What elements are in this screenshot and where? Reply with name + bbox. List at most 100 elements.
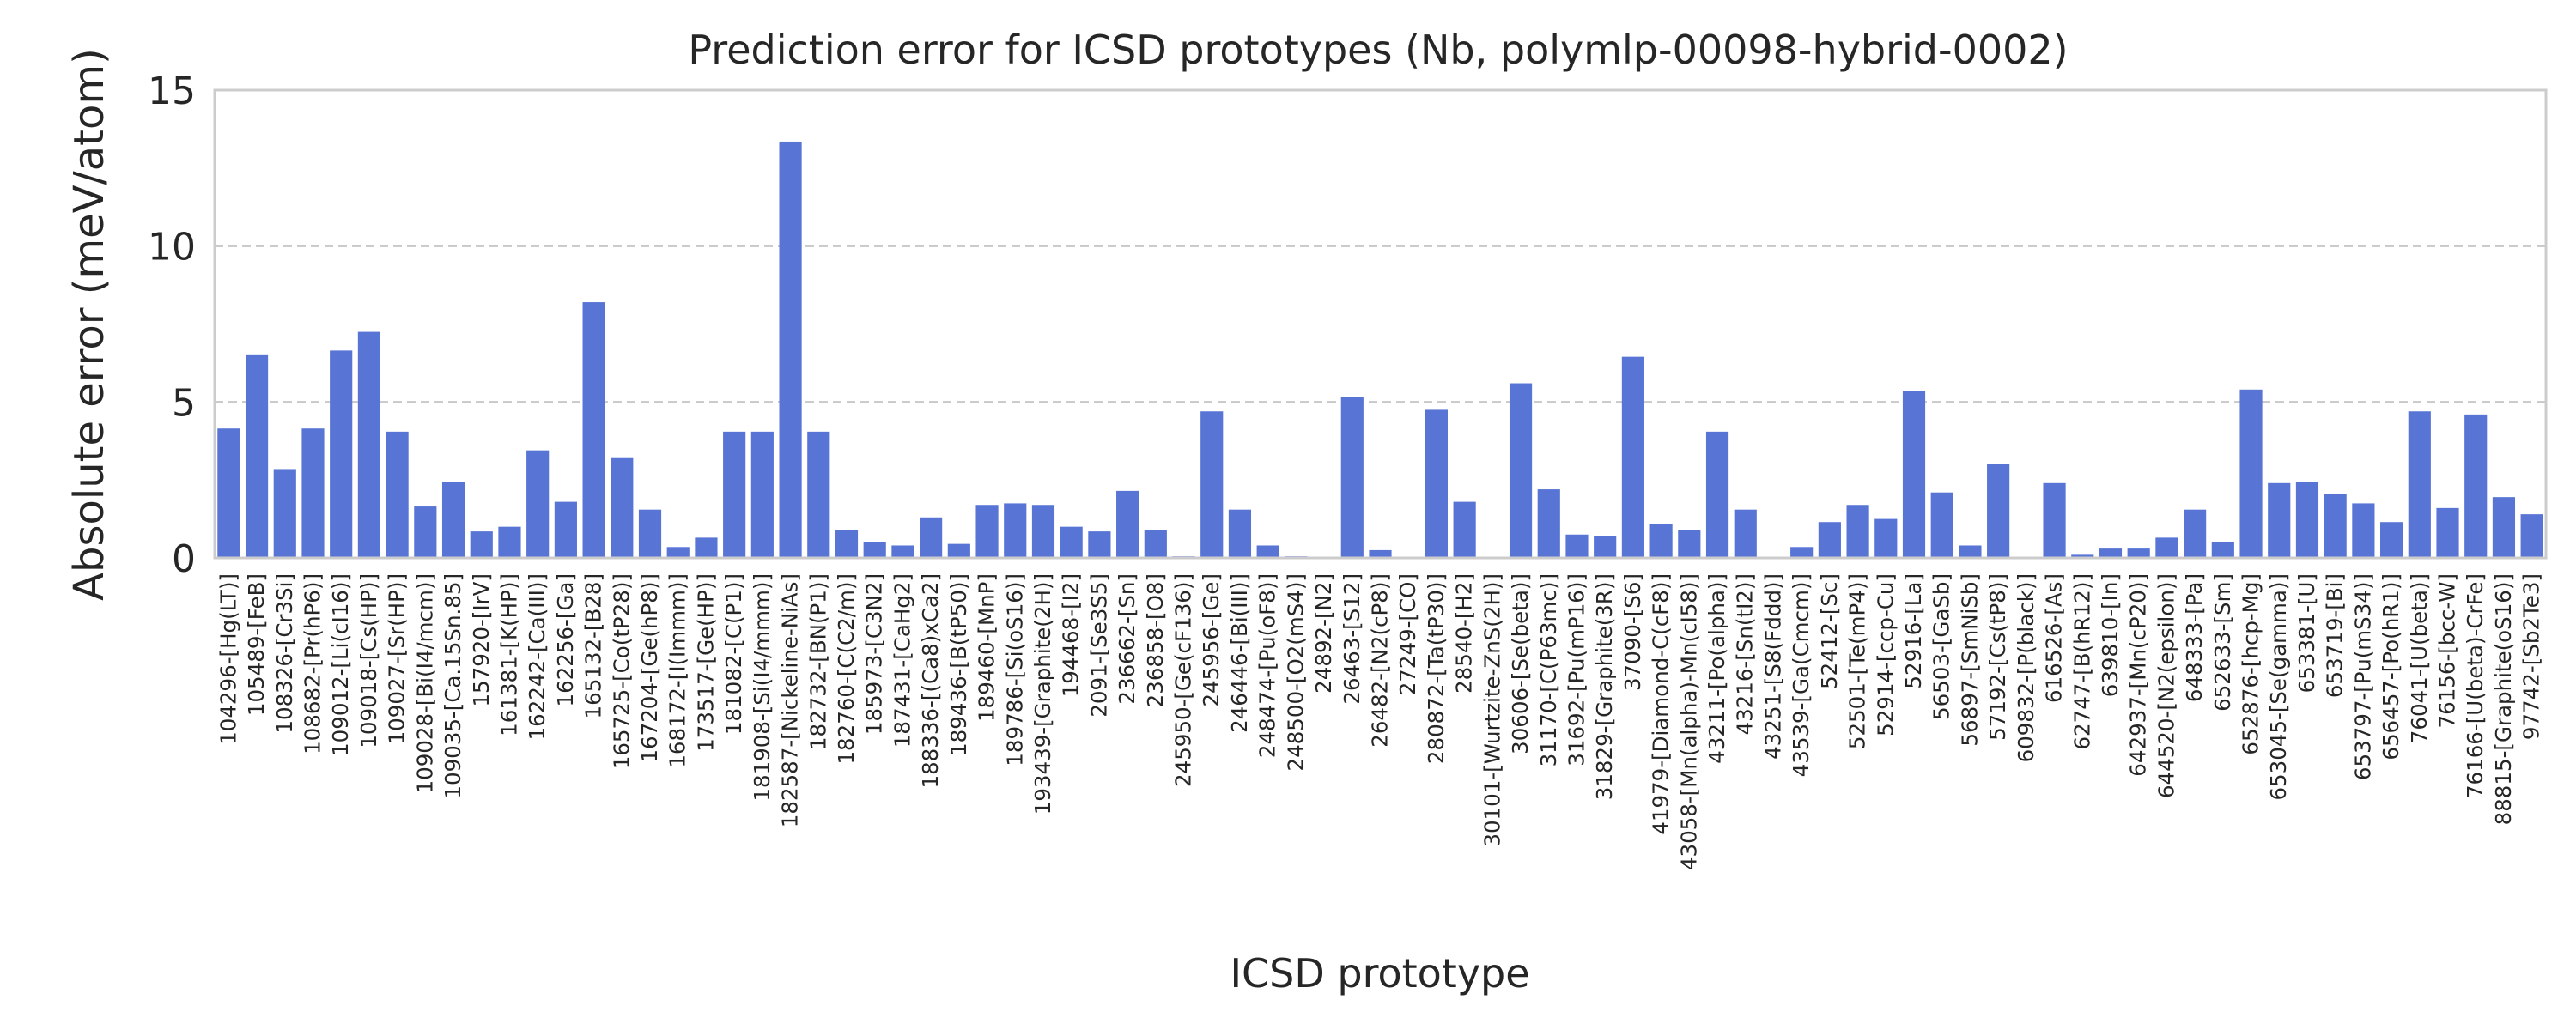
bar — [1340, 397, 1364, 558]
x-tick-label: 31692-[Pu(mP16)] — [1564, 573, 1589, 766]
bar — [1902, 391, 1926, 558]
x-tick-label: 108326-[Cr3Si] — [272, 573, 297, 734]
x-tick-label: 639810-[In] — [2098, 573, 2123, 697]
x-tick-label: 653381-[U] — [2294, 573, 2319, 693]
bar — [1649, 524, 1673, 558]
x-tick-label: 109035-[Ca.15Sn.85] — [440, 573, 465, 799]
bar — [1031, 505, 1055, 558]
bar — [2436, 507, 2459, 558]
bar — [920, 517, 943, 558]
bar — [1453, 501, 1476, 558]
bar — [750, 431, 774, 558]
x-tick-label: 76166-[U(beta)-CrFe] — [2463, 573, 2488, 798]
y-axis-label: Absolute error (meV/atom) — [65, 48, 113, 601]
bar — [2464, 414, 2488, 558]
x-tick-label: 652876-[hcp-Mg] — [2239, 573, 2263, 755]
y-tick-label: 10 — [148, 226, 196, 270]
bar — [1509, 383, 1533, 558]
bar — [1987, 464, 2010, 558]
bar — [1678, 530, 1701, 558]
bar — [386, 431, 409, 558]
bar — [1705, 431, 1729, 558]
y-tick-label: 5 — [172, 381, 196, 425]
bar — [2520, 514, 2543, 558]
x-tick-label: 28540-[H2] — [1452, 573, 1477, 694]
plot-frame — [213, 88, 2548, 560]
x-tick-label: 246446-[Bi(III)] — [1227, 573, 1252, 733]
x-tick-label: 182760-[C(C2/m)] — [834, 573, 859, 765]
x-tick-label: 57192-[Cs(tP8)] — [1985, 573, 2010, 741]
x-tick-label: 43216-[Sn(tI2)] — [1733, 573, 1758, 736]
bar — [1369, 549, 1392, 558]
bar — [554, 501, 577, 558]
bar — [2043, 482, 2066, 558]
bar — [245, 354, 269, 558]
x-tick-label: 245950-[Ge(cF136)] — [1171, 573, 1196, 787]
x-tick-label: 616526-[As] — [2042, 573, 2067, 703]
bar — [2239, 389, 2263, 558]
x-tick-label: 248474-[Pu(oF8)] — [1255, 573, 1280, 758]
bar — [1060, 526, 1083, 558]
x-tick-label: 56897-[SmNiSb] — [1957, 573, 1982, 747]
x-tick-label: 52501-[Te(mP4)] — [1845, 573, 1870, 749]
bar — [441, 481, 465, 558]
x-tick-label: 43539-[Ga(Cmcm)] — [1789, 573, 1814, 777]
x-tick-label: 653797-[Pu(mS34)] — [2350, 573, 2375, 780]
x-tick-label: 642937-[Mn(cP20)] — [2126, 573, 2151, 777]
x-tick-label: 189460-[MnP] — [975, 573, 999, 722]
bar — [1256, 545, 1279, 558]
x-tick-label: 31829-[Graphite(3R)] — [1592, 573, 1617, 800]
x-tick-label: 43251-[S8(Fddd)] — [1760, 573, 1785, 760]
x-tick-label: 185973-[C3N2] — [862, 573, 887, 735]
bar — [1959, 545, 1982, 558]
x-tick-label: 109028-[Bi(I4/mcm)] — [412, 573, 437, 793]
bar — [1537, 489, 1560, 558]
bar — [891, 545, 914, 558]
y-tick-label: 0 — [172, 537, 196, 581]
bar — [2155, 537, 2178, 558]
x-tick-label: 43058-[Mn(alpha)-Mn(cI58)] — [1676, 573, 1701, 870]
bar — [947, 543, 970, 558]
bar — [2380, 522, 2403, 558]
x-tick-label: 105489-[FeB] — [244, 573, 269, 716]
x-tick-label: 24892-[N2] — [1311, 573, 1336, 694]
bar — [526, 450, 550, 558]
bar — [2211, 542, 2234, 558]
bar — [357, 331, 380, 558]
x-tick-label: 88815-[Graphite(oS16)] — [2491, 573, 2516, 825]
bar — [2408, 411, 2431, 558]
bar — [1621, 356, 1644, 558]
x-tick-label: 189786-[Si(oS16)] — [1002, 573, 1027, 766]
x-tick-label: 652633-[Sm] — [2210, 573, 2235, 712]
bar — [1144, 530, 1167, 558]
bar — [2324, 494, 2347, 558]
bar — [498, 526, 521, 558]
bar — [1594, 536, 1617, 558]
x-tick-label: 109012-[Li(cI16)] — [328, 573, 353, 756]
x-tick-label: 62747-[B(hR12)] — [2069, 573, 2094, 750]
x-tick-label: 280872-[Ta(tP30)] — [1424, 573, 1449, 764]
chart-title: Prediction error for ICSD prototypes (Nb… — [688, 27, 2068, 73]
bar — [695, 537, 718, 558]
x-tick-label: 656457-[Po(hR1)] — [2379, 573, 2403, 760]
x-tick-label: 236858-[O8] — [1143, 573, 1168, 707]
x-tick-label: 248500-[O2(mS4)] — [1283, 573, 1308, 771]
bar — [1004, 503, 1027, 558]
x-tick-label: 609832-[P(black)] — [2014, 573, 2038, 762]
bar — [975, 505, 999, 558]
bar — [414, 506, 437, 558]
x-tick-label: 173517-[Ge(HP)] — [693, 573, 718, 752]
x-tick-label: 161381-[K(HP)] — [496, 573, 521, 736]
bar — [835, 530, 859, 558]
x-tick-label: 104296-[Hg(LT)] — [216, 573, 240, 745]
x-tick-label: 188336-[(Ca8)xCa2] — [918, 573, 943, 789]
x-tick-label: 182587-[Nickeline-NiAs] — [778, 573, 803, 827]
x-tick-label: 26463-[S12] — [1340, 573, 1364, 705]
x-tick-label: 187431-[CaHg2] — [890, 573, 914, 748]
bar — [1930, 492, 1953, 558]
bar — [1088, 531, 1111, 558]
bar — [611, 457, 634, 558]
x-tick-label: 52916-[La] — [1901, 573, 1926, 689]
x-tick-label: 27249-[CO] — [1395, 573, 1420, 695]
